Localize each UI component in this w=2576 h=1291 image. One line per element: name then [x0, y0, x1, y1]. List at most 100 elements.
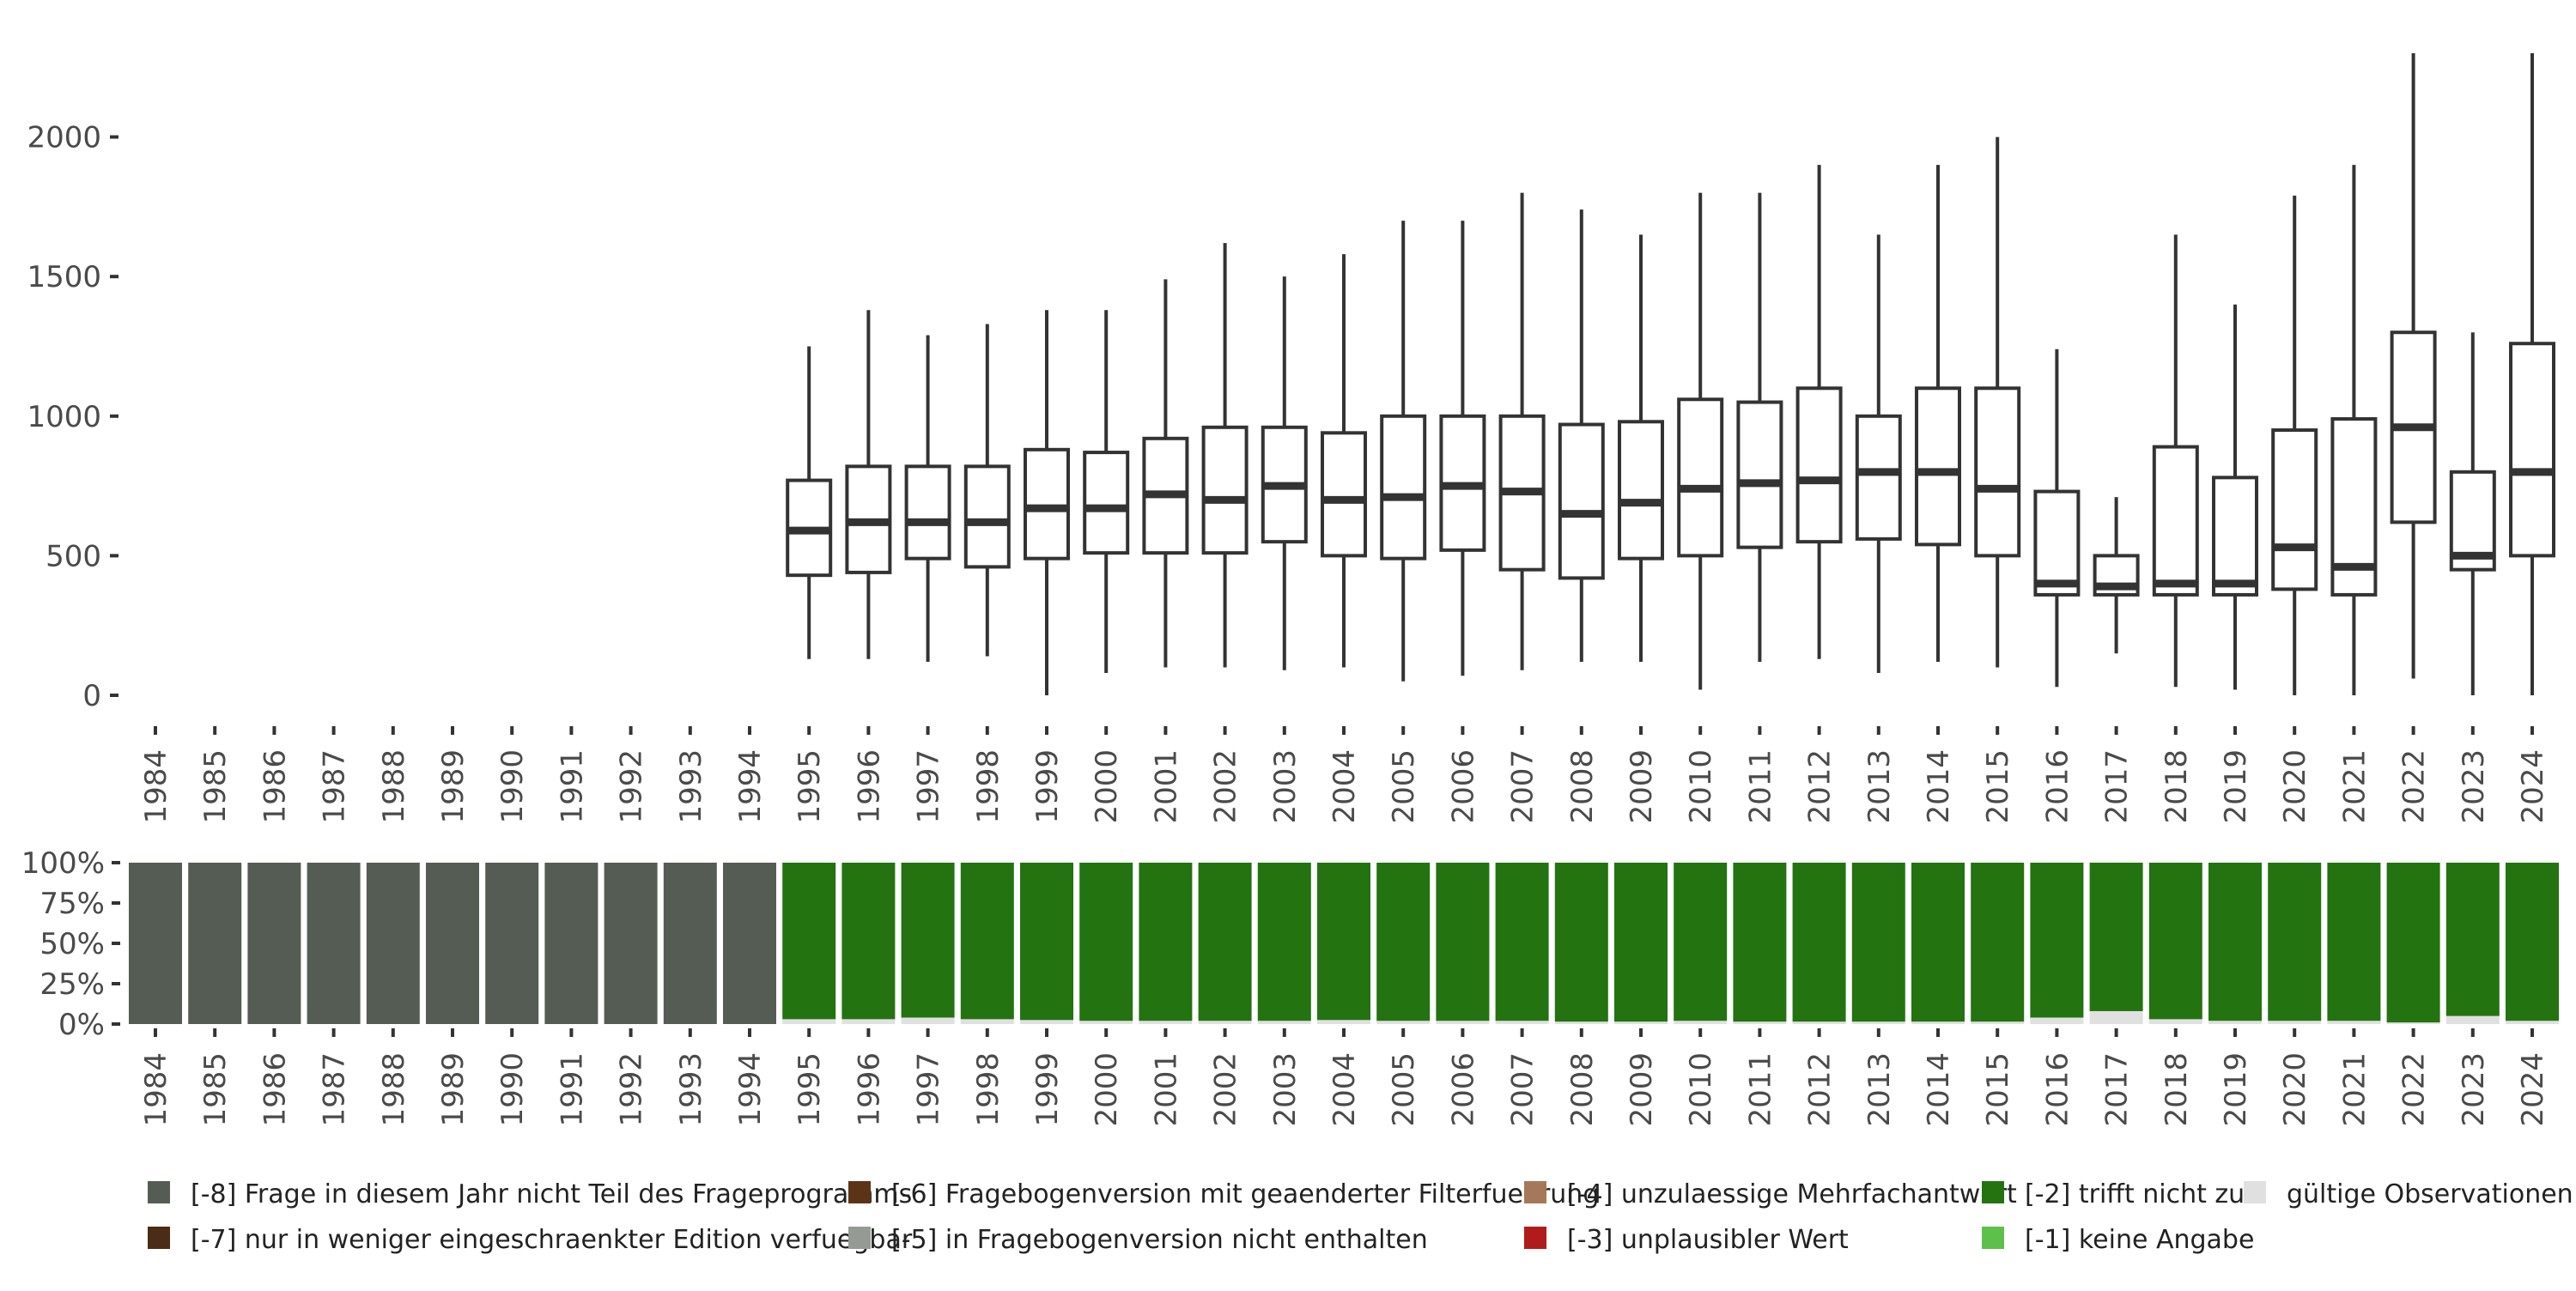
x-tick-label: 1986	[258, 749, 292, 824]
bar-segment	[841, 1019, 896, 1024]
x-tick-label: 2020	[2278, 749, 2312, 824]
bar-segment	[1079, 863, 1133, 1021]
x-tick-label: 1995	[793, 749, 827, 824]
bar-segment	[1020, 1020, 1073, 1024]
box-iqr	[904, 464, 951, 561]
bar-segment	[366, 863, 420, 1024]
legend-label: [-1] keine Angabe	[2025, 1225, 2254, 1255]
x-tick-label: 2024	[2516, 1052, 2550, 1127]
y-tick-label: 50%	[39, 927, 105, 961]
legend-swatch	[1524, 1181, 1546, 1203]
bar-segment	[2506, 863, 2559, 1021]
bar-segment	[1614, 863, 1668, 1022]
legend-swatch	[848, 1227, 871, 1249]
x-tick-label: 2002	[1209, 749, 1243, 824]
x-tick-label: 2023	[2457, 749, 2491, 824]
bar-segment	[2327, 1021, 2381, 1024]
x-tick-label: 1996	[852, 749, 886, 824]
x-tick-label: 2007	[1506, 749, 1540, 824]
x-tick-label: 2001	[1149, 1052, 1183, 1127]
x-tick-label: 1999	[1030, 1052, 1065, 1127]
box-iqr	[1974, 386, 2021, 558]
x-tick-label: 2016	[2040, 1052, 2075, 1127]
legend-swatch	[148, 1227, 170, 1249]
bar-segment	[2445, 863, 2500, 1016]
x-tick-label: 1984	[139, 749, 173, 824]
x-tick-label: 2022	[2397, 749, 2432, 824]
box-iqr	[1855, 414, 1902, 541]
box-iqr	[1083, 451, 1130, 555]
legend-swatch	[848, 1181, 871, 1203]
x-tick-label: 1985	[198, 749, 233, 824]
x-tick-label: 1994	[733, 1052, 768, 1127]
box-iqr	[1380, 414, 1427, 561]
x-tick-label: 1997	[912, 1052, 946, 1127]
y-tick-label: 1000	[27, 400, 101, 434]
x-tick-label: 1998	[971, 749, 1005, 824]
bar-segment	[2268, 863, 2322, 1021]
bar-segment	[2148, 863, 2202, 1020]
x-tick-label: 1990	[495, 1052, 530, 1127]
x-tick-label: 2010	[1684, 749, 1718, 824]
x-tick-label: 2014	[1922, 1052, 1956, 1127]
x-tick-label: 1990	[495, 749, 530, 824]
x-tick-label: 2017	[2100, 749, 2135, 824]
bar-segment	[485, 863, 539, 1024]
bar-segment	[901, 1017, 955, 1024]
bar-segment	[426, 863, 479, 1024]
bar-segment	[1198, 1021, 1252, 1024]
box-iqr	[963, 464, 1011, 569]
x-tick-label: 2014	[1922, 749, 1956, 824]
legend-label: [-6] Fragebogenversion mit geaenderter F…	[891, 1179, 1599, 1209]
x-tick-label: 1999	[1030, 749, 1065, 824]
bar-segment	[960, 863, 1014, 1020]
x-tick-label: 2021	[2337, 749, 2372, 824]
x-tick-label: 2000	[1090, 1052, 1124, 1127]
bar-segment	[2386, 1022, 2440, 1024]
x-tick-label: 2019	[2219, 1052, 2253, 1127]
bar-segment	[188, 863, 242, 1024]
x-tick-label: 1992	[615, 749, 649, 824]
bar-segment	[1317, 1020, 1370, 1024]
x-tick-label: 2003	[1268, 1052, 1303, 1127]
x-tick-label: 2015	[1981, 749, 2015, 824]
x-tick-label: 2013	[1862, 1052, 1897, 1127]
x-tick-label: 1993	[674, 1052, 708, 1127]
x-tick-label: 2008	[1565, 749, 1600, 824]
bar-segment	[2030, 1017, 2084, 1024]
x-tick-label: 2020	[2278, 1052, 2312, 1127]
x-tick-label: 1989	[436, 749, 471, 824]
legend-swatch	[148, 1181, 170, 1203]
x-tick-label: 2016	[2040, 749, 2075, 824]
bar-segment	[2030, 863, 2084, 1018]
bar-segment	[1139, 1021, 1193, 1024]
box-iqr	[1795, 386, 1843, 544]
bar-segment	[1376, 1021, 1431, 1024]
bar-segment	[2208, 863, 2262, 1021]
bar-segment	[1079, 1021, 1133, 1024]
x-tick-label: 2001	[1149, 749, 1183, 824]
x-tick-label: 1989	[436, 1052, 471, 1127]
x-tick-label: 2006	[1446, 1052, 1480, 1127]
box-iqr	[1915, 386, 1961, 547]
box-iqr	[1618, 420, 1664, 561]
bar-segment	[960, 1019, 1014, 1024]
bar-segment	[1554, 1021, 1608, 1024]
x-tick-label: 1998	[971, 1052, 1005, 1127]
bar-segment	[1198, 863, 1252, 1021]
bar-segment	[1317, 863, 1370, 1021]
bar-segment	[1554, 863, 1608, 1022]
x-tick-label: 2015	[1981, 1052, 2015, 1127]
legend-label: [-5] in Fragebogenversion nicht enthalte…	[891, 1225, 1428, 1255]
bar-segment	[782, 863, 836, 1020]
box-iqr	[1677, 397, 1724, 558]
bar-segment	[2089, 1010, 2143, 1024]
x-tick-label: 2018	[2160, 749, 2194, 824]
legend-swatch	[2244, 1181, 2266, 1203]
x-tick-label: 2009	[1625, 749, 1659, 824]
legend-label: [-7] nur in weniger eingeschraenkter Edi…	[191, 1225, 913, 1255]
bar-segment	[1792, 1021, 1846, 1024]
y-tick-label: 2000	[27, 121, 101, 155]
box-iqr	[1736, 400, 1783, 549]
x-tick-label: 2007	[1506, 1052, 1540, 1127]
